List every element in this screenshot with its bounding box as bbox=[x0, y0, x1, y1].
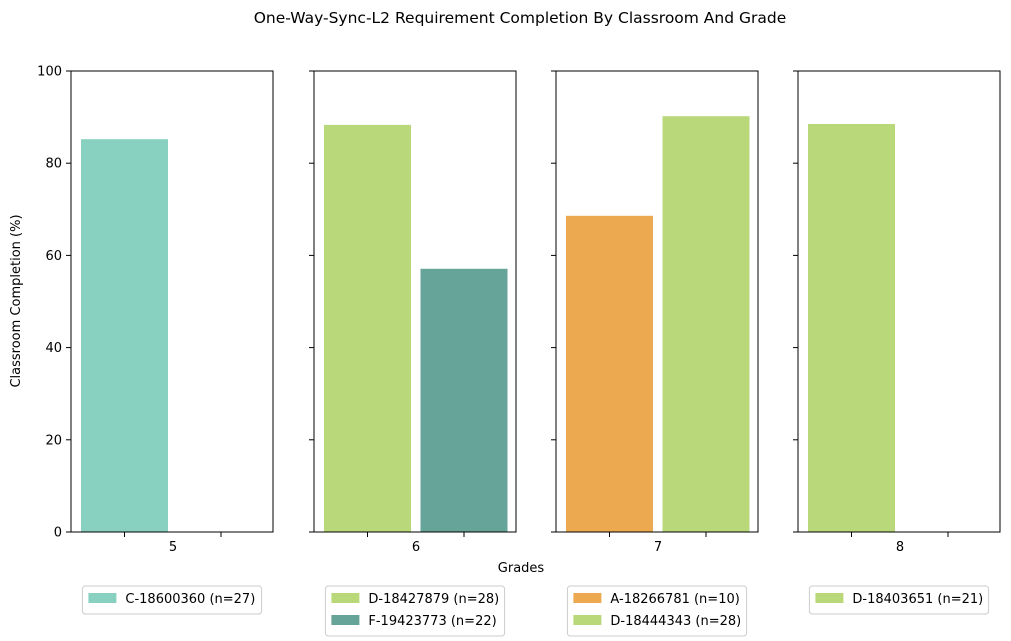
y-tick-label: 60 bbox=[45, 249, 62, 264]
bar bbox=[420, 268, 508, 532]
panel-grade-5: 0 20 40 60 80 100 5 C-18600360 (n=27) bbox=[37, 65, 274, 615]
legend-box bbox=[808, 585, 990, 615]
panels: 0 20 40 60 80 100 5 C-18600360 (n=27) 6 D-1842787… bbox=[37, 65, 1001, 637]
y-tick-label: 40 bbox=[45, 341, 62, 356]
legend-label: C-18600360 (n=27) bbox=[125, 592, 255, 607]
panel-frame bbox=[797, 70, 1001, 533]
legend-label: D-18444343 (n=28) bbox=[610, 614, 741, 629]
legend-label: F-19423773 (n=22) bbox=[368, 614, 496, 629]
y-tick-label: 0 bbox=[54, 526, 62, 541]
x-tick-label-grade: 8 bbox=[896, 540, 904, 555]
y-tick-label: 20 bbox=[45, 433, 62, 448]
legend-box bbox=[566, 585, 748, 637]
x-tick-label-grade: 7 bbox=[654, 540, 662, 555]
x-tick-label-grade: 5 bbox=[169, 540, 177, 555]
legend-box bbox=[324, 585, 506, 637]
legend-swatch bbox=[88, 593, 117, 603]
y-axis-label: Classroom Completion (%) bbox=[9, 214, 24, 387]
legend-swatch bbox=[815, 593, 844, 603]
bar bbox=[808, 124, 895, 532]
legend: A-18266781 (n=10) D-18444343 (n=28) bbox=[566, 585, 748, 637]
legend: C-18600360 (n=27) bbox=[81, 585, 263, 615]
panel-frame bbox=[70, 70, 274, 533]
chart-title: One-Way-Sync-L2 Requirement Completion B… bbox=[254, 9, 787, 27]
bar bbox=[566, 215, 653, 533]
panel-frame bbox=[313, 70, 517, 533]
bar bbox=[324, 124, 411, 533]
legend-label: A-18266781 (n=10) bbox=[610, 592, 739, 607]
legend-swatch bbox=[331, 593, 360, 603]
panel-grade-8: 8 D-18403651 (n=21) bbox=[793, 70, 1001, 615]
legend: D-18427879 (n=28) F-19423773 (n=22) bbox=[324, 585, 506, 637]
legend-swatch bbox=[331, 615, 360, 625]
bar bbox=[662, 116, 750, 532]
y-tick-label: 100 bbox=[37, 65, 62, 80]
legend-box bbox=[81, 585, 263, 615]
x-tick-label-grade: 6 bbox=[412, 540, 420, 555]
legend-label: D-18403651 (n=21) bbox=[852, 592, 983, 607]
panel-frame bbox=[555, 70, 759, 533]
legend: D-18403651 (n=21) bbox=[808, 585, 990, 615]
y-tick-label: 80 bbox=[45, 157, 62, 172]
legend-swatch bbox=[573, 593, 602, 603]
bar bbox=[81, 139, 168, 532]
legend-swatch bbox=[573, 615, 602, 625]
panel-grade-7: 7 A-18266781 (n=10) D-18444343 (n=28) bbox=[551, 70, 759, 637]
panel-grade-6: 6 D-18427879 (n=28) F-19423773 (n=22) bbox=[309, 70, 517, 637]
legend-label: D-18427879 (n=28) bbox=[368, 592, 499, 607]
x-axis-label: Grades bbox=[498, 561, 545, 576]
